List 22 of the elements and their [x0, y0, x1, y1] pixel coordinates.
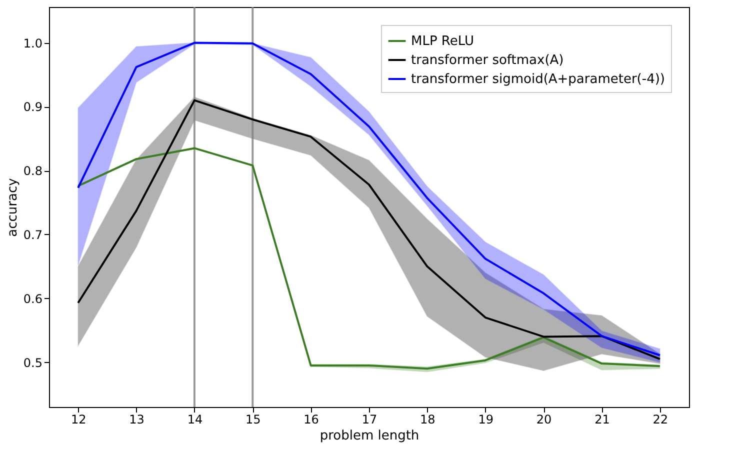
y-tick-label: 0.7 — [23, 228, 42, 242]
x-tick-label: 16 — [304, 412, 319, 426]
x-axis-title: problem length — [320, 428, 420, 444]
x-tick-label: 13 — [129, 412, 144, 426]
x-tick-label: 21 — [594, 412, 610, 426]
legend-label: MLP ReLU — [411, 34, 474, 49]
x-tick-label: 18 — [420, 412, 436, 426]
y-tick-label: 0.6 — [23, 292, 42, 306]
y-tick-label: 1.0 — [23, 36, 42, 50]
x-tick-label: 20 — [536, 412, 552, 426]
y-axis-title: accuracy — [5, 178, 20, 237]
x-tick-label: 22 — [652, 412, 668, 426]
legend-label: transformer sigmoid(A+parameter(-4)) — [411, 72, 665, 87]
y-tick-label: 0.8 — [23, 164, 42, 178]
x-tick-label: 17 — [362, 412, 378, 426]
x-tick-label: 14 — [187, 412, 203, 426]
y-tick-label: 0.9 — [23, 100, 42, 114]
x-tick-label: 15 — [245, 412, 261, 426]
x-tick-label: 12 — [70, 412, 86, 426]
x-tick-label: 19 — [478, 412, 494, 426]
y-tick-label: 0.5 — [23, 356, 42, 370]
legend-label: transformer softmax(A) — [411, 53, 564, 68]
